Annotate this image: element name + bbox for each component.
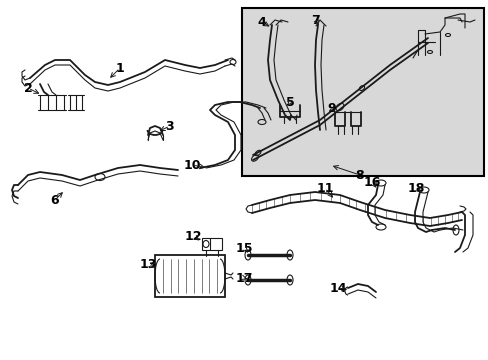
Text: 18: 18 [407, 181, 424, 194]
Text: 17: 17 [235, 271, 252, 284]
Text: 2: 2 [23, 81, 32, 95]
Text: 15: 15 [235, 242, 252, 255]
Bar [202, 238, 222, 250]
Text: 9: 9 [327, 102, 336, 114]
Bar [242, 8, 483, 176]
Text: 14: 14 [328, 282, 346, 294]
Text: 8: 8 [355, 168, 364, 181]
Text: 7: 7 [311, 14, 320, 27]
Text: 10: 10 [183, 158, 201, 171]
Text: 16: 16 [363, 176, 380, 189]
Bar [155, 255, 224, 297]
Text: 5: 5 [285, 95, 294, 108]
Text: 11: 11 [316, 181, 333, 194]
Text: 6: 6 [51, 194, 59, 207]
Text: 4: 4 [257, 15, 266, 28]
Text: 12: 12 [184, 230, 202, 243]
Text: 3: 3 [165, 120, 174, 132]
Text: 13: 13 [139, 258, 156, 271]
Text: 1: 1 [115, 62, 124, 75]
